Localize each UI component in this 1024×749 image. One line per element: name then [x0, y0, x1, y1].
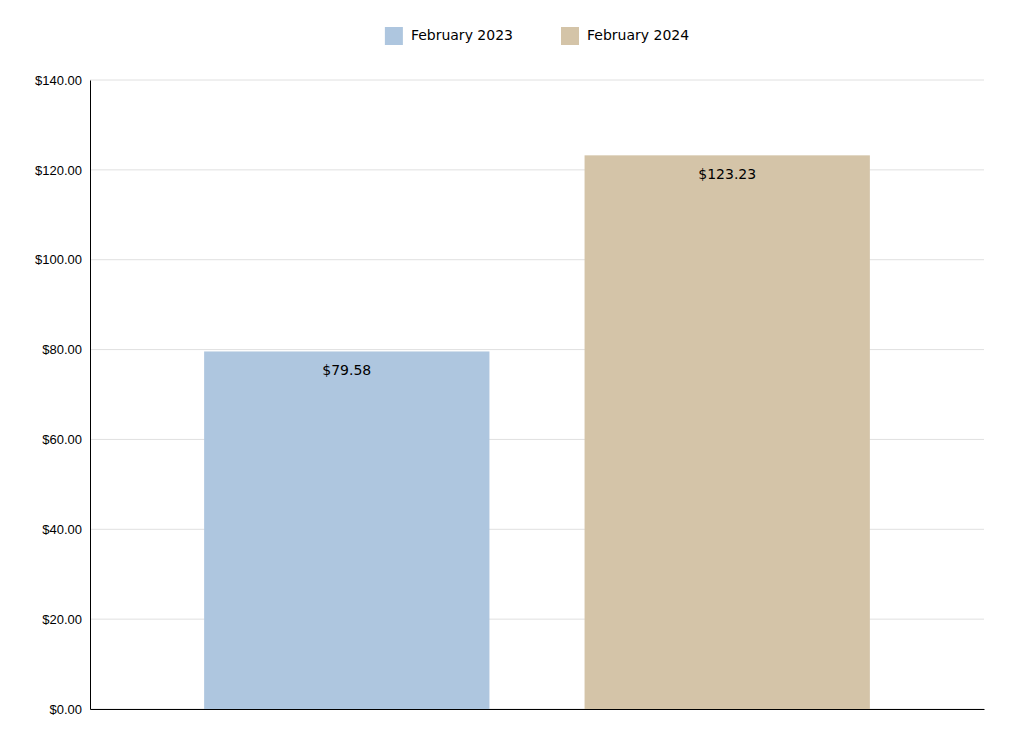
y-tick: $140.00: [35, 73, 90, 88]
y-axis: $0.00 $20.00 $40.00 $60.00 $80.00 $100.00 $120…: [35, 73, 91, 717]
legend: February 2023 February 2024: [385, 27, 689, 45]
plot: $0.00 $20.00 $40.00 $60.00 $80.00 $100.00 $120…: [35, 73, 985, 717]
legend-swatch: [561, 27, 579, 45]
y-tick-label: $120.00: [35, 163, 82, 178]
bar: [585, 155, 870, 709]
y-tick-label: $60.00: [42, 432, 82, 447]
legend-label: February 2024: [587, 27, 689, 43]
data-label: $123.23: [698, 166, 756, 182]
legend-swatch: [385, 27, 403, 45]
y-axis-line: [90, 81, 91, 710]
y-tick-label: $20.00: [42, 612, 82, 627]
y-tick-label: $0.00: [49, 702, 82, 717]
chart: $0.00 $20.00 $40.00 $60.00 $80.00 $100.00 $120…: [0, 0, 1024, 749]
grid: [90, 80, 984, 709]
bar: [204, 351, 489, 709]
y-tick-label: $100.00: [35, 252, 82, 267]
y-tick-label: $40.00: [42, 522, 82, 537]
x-axis: [91, 709, 985, 711]
y-tick: $40.00: [42, 522, 90, 537]
grid-line: [90, 80, 984, 81]
y-tick-label: $140.00: [35, 73, 82, 88]
y-tick: $100.00: [35, 252, 90, 267]
y-tick: $80.00: [42, 342, 90, 357]
y-tick: $0.00: [49, 702, 90, 717]
legend-item: February 2024: [561, 27, 689, 45]
legend-item: February 2023: [385, 27, 513, 45]
x-axis-line: [91, 709, 985, 710]
legend-label: February 2023: [411, 27, 513, 43]
y-tick: $120.00: [35, 163, 90, 178]
bars: [204, 155, 870, 709]
y-tick: $60.00: [42, 432, 90, 447]
data-label: $79.58: [322, 362, 371, 378]
y-tick-label: $80.00: [42, 342, 82, 357]
data-labels: $79.58 $123.23: [322, 166, 756, 378]
y-tick: $20.00: [42, 612, 90, 627]
